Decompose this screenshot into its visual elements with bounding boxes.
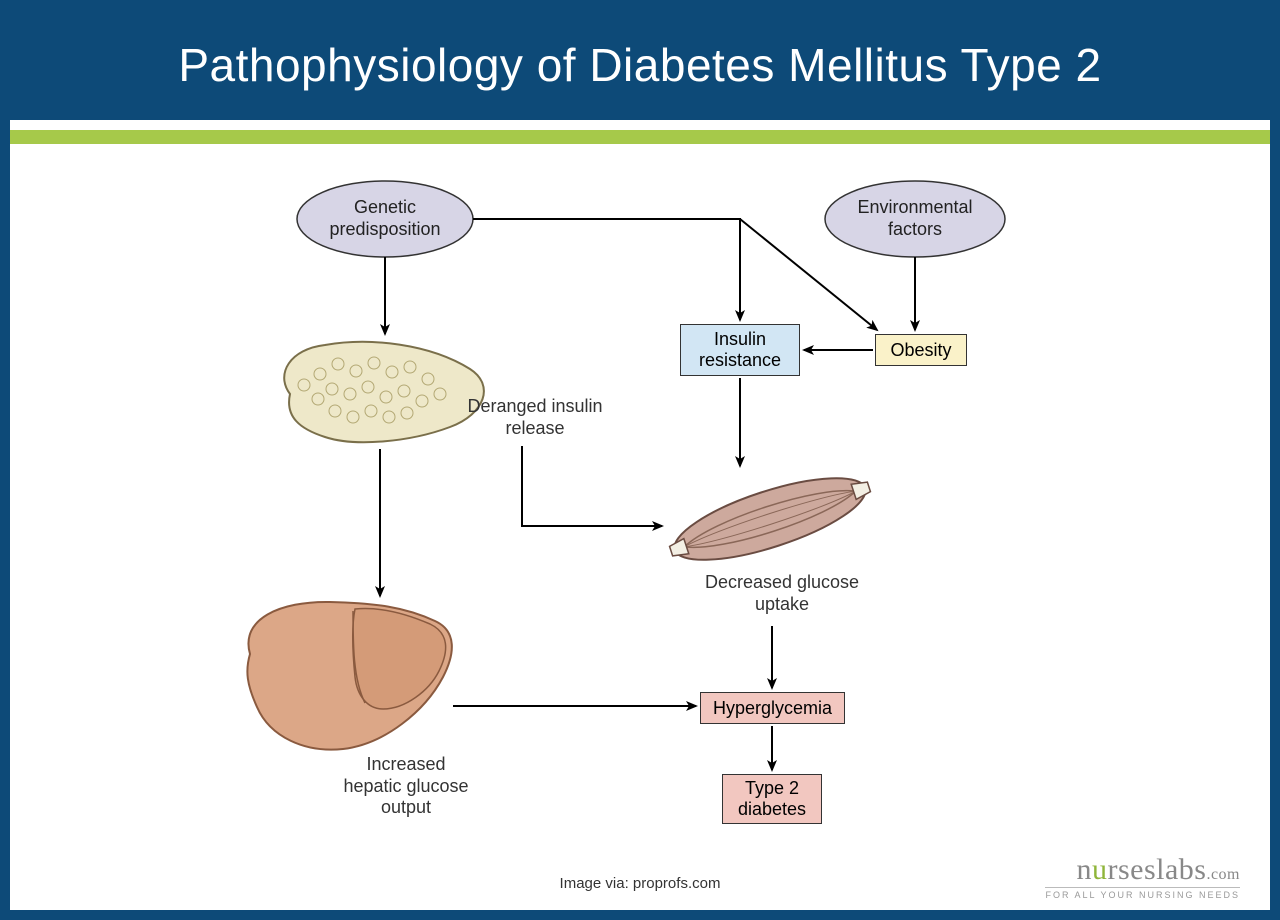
brand-tagline: FOR ALL YOUR NURSING NEEDS xyxy=(1045,887,1240,900)
outer-frame: Pathophysiology of Diabetes Mellitus Typ… xyxy=(0,0,1280,920)
liver-icon xyxy=(247,602,451,750)
image-credit: Image via: proprofs.com xyxy=(560,875,721,892)
pancreas-label: Deranged insulin release xyxy=(450,396,620,439)
brand-logo: nurseslabs.com FOR ALL YOUR NURSING NEED… xyxy=(1045,853,1240,900)
node-insulin-resistance: Insulin resistance xyxy=(680,324,800,376)
node-type2: Type 2 diabetes xyxy=(722,774,822,824)
brand-logo-text: nurseslabs.com xyxy=(1045,853,1240,887)
muscle-label: Decreased glucose uptake xyxy=(692,572,872,615)
accent-bar xyxy=(10,130,1270,144)
brand-logo-rest: rseslabs xyxy=(1107,853,1206,886)
diagram-canvas: Genetic predisposition Environmental fac… xyxy=(10,144,1270,910)
muscle-icon xyxy=(662,460,877,578)
header-bar: Pathophysiology of Diabetes Mellitus Typ… xyxy=(10,10,1270,120)
liver-label: Increased hepatic glucose output xyxy=(326,754,486,819)
node-environmental-label: Environmental factors xyxy=(840,197,990,240)
node-obesity: Obesity xyxy=(875,334,967,366)
flowchart-svg xyxy=(10,144,1270,910)
node-genetic-label: Genetic predisposition xyxy=(315,197,455,240)
node-hyperglycemia: Hyperglycemia xyxy=(700,692,845,724)
brand-logo-suffix: .com xyxy=(1206,866,1240,883)
page-title: Pathophysiology of Diabetes Mellitus Typ… xyxy=(178,38,1101,92)
